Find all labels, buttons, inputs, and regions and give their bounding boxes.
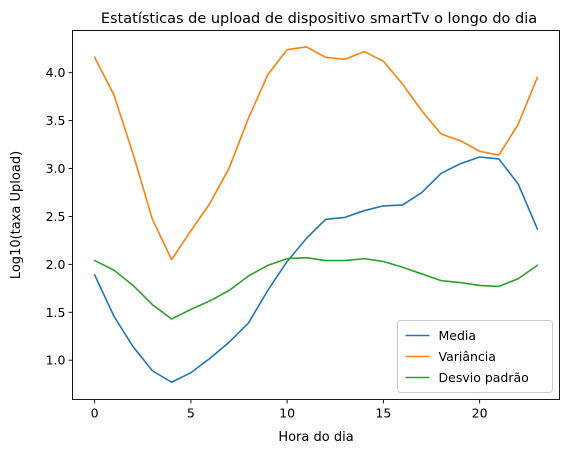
legend: Media Variância Desvio padrão bbox=[397, 320, 553, 393]
legend-box bbox=[397, 320, 553, 393]
legend-label: Variância bbox=[439, 349, 496, 364]
x-tick-label: 5 bbox=[187, 406, 195, 421]
x-tick-label: 10 bbox=[279, 406, 295, 421]
chart-title: Estatísticas de upload de dispositivo sm… bbox=[101, 11, 537, 27]
y-tick-label: 2.5 bbox=[46, 209, 66, 224]
x-tick-label: 20 bbox=[472, 406, 488, 421]
y-tick-label: 4.0 bbox=[46, 65, 66, 80]
legend-label: Media bbox=[439, 328, 477, 343]
y-tick-label: 3.5 bbox=[46, 113, 66, 128]
y-tick-label: 3.0 bbox=[46, 161, 66, 176]
series-line-3 bbox=[93, 256, 539, 320]
plot-area bbox=[93, 45, 539, 384]
series-line-1 bbox=[93, 156, 539, 384]
x-tick-label: 15 bbox=[375, 406, 391, 421]
y-tick-label: 2.0 bbox=[46, 257, 66, 272]
x-tick-label: 0 bbox=[91, 406, 99, 421]
legend-label: Desvio padrão bbox=[439, 370, 529, 385]
y-axis-label: Log10(taxa Upload) bbox=[9, 151, 24, 279]
axes-frame bbox=[72, 30, 560, 400]
y-tick-label: 1.5 bbox=[46, 305, 66, 320]
x-axis-label: Hora do dia bbox=[278, 430, 353, 445]
series-line-2 bbox=[93, 45, 539, 261]
y-tick-label: 1.0 bbox=[46, 353, 66, 368]
